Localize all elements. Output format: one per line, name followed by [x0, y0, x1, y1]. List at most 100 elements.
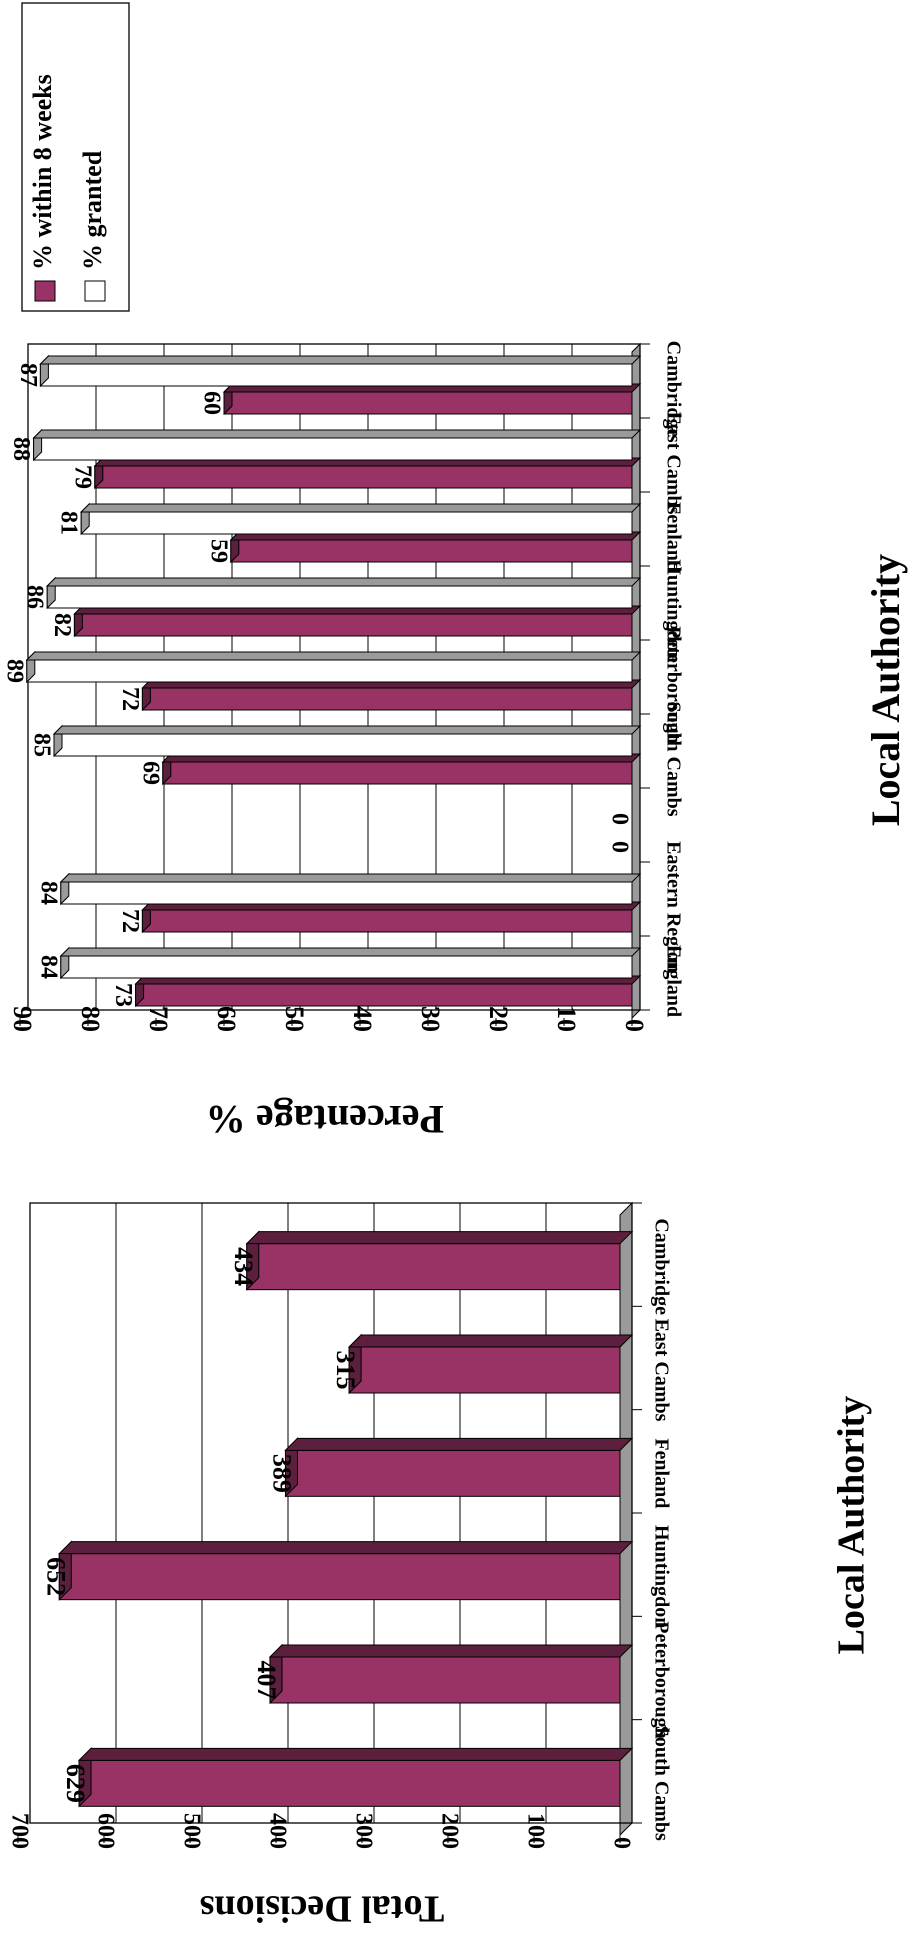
chart1-tick-label: 500 — [178, 1813, 204, 1849]
chart2-data-label: 0 — [606, 841, 632, 853]
chart2-data-label: 85 — [28, 733, 54, 757]
chart1-bar — [246, 1243, 621, 1291]
legend-swatch — [34, 280, 56, 302]
chart1-data-label: 315 — [331, 1351, 360, 1390]
chart2-category-label: East Cambs — [662, 412, 684, 515]
chart2-bar — [223, 391, 633, 415]
chart1-y-axis-title: Total Decisions — [200, 1887, 445, 1929]
chart2-bar — [141, 909, 633, 933]
chart2-bar — [33, 437, 633, 461]
chart1-bar — [58, 1553, 621, 1601]
chart2-tick-label: 10 — [552, 1006, 581, 1032]
chart2-tick-label: 0 — [620, 1019, 649, 1032]
chart1-category-label: South Cambs — [650, 1726, 672, 1841]
chart2-bar — [46, 585, 633, 609]
chart2-category-label: Huntingdon — [662, 559, 684, 662]
chart1-data-label: 389 — [267, 1454, 296, 1493]
chart2-data-label: 72 — [117, 687, 143, 711]
chart2-bar — [26, 659, 633, 683]
chart2-bar — [53, 733, 633, 757]
chart1-bar — [269, 1656, 621, 1704]
total-decisions-chart: 0 100 200 300 400 500 600 700 434 Cambridge 315 Eas… — [6, 1201, 873, 1929]
chart1-bar-side — [77, 1747, 634, 1761]
chart2-bar — [80, 511, 633, 535]
chart1-bar-side — [245, 1231, 634, 1245]
chart2-data-label: 69 — [137, 761, 163, 785]
chart2-data-label: 81 — [56, 511, 82, 535]
chart2-bar — [73, 613, 633, 637]
chart1-plot-frame — [29, 1202, 633, 1824]
chart2-bar — [60, 955, 633, 979]
chart2-tick-label: 80 — [76, 1006, 105, 1032]
chart2-category-label: England — [662, 945, 684, 1017]
chart1-data-label: 434 — [229, 1247, 258, 1286]
chart2-category-label: South Cambs — [662, 701, 684, 816]
chart1-data-label: 652 — [41, 1557, 70, 1596]
chart2-bar — [230, 539, 633, 563]
chart2-data-label: 84 — [35, 881, 61, 905]
chart2-bar-side — [45, 577, 642, 587]
legend-label: % within 8 weeks — [28, 74, 57, 270]
legend-swatch — [84, 280, 106, 302]
chart2-data-label: 89 — [1, 659, 27, 683]
percentage-chart: 0 10 20 30 40 50 60 70 80 90 60 87 Cambridge 79 88 East… — [1, 2, 908, 1142]
chart1-floor — [619, 1201, 633, 1837]
legend-label: % granted — [78, 150, 107, 270]
chart2-data-label: 88 — [8, 437, 34, 461]
chart2-category-label: Eastern Region — [662, 841, 684, 973]
chart1-bar — [78, 1759, 621, 1807]
chart1-x-axis-title: Local Authority — [831, 1396, 873, 1655]
chart1-tick-label: 600 — [92, 1813, 118, 1849]
chart2-y-axis-title: Percentage % — [206, 1097, 444, 1142]
chart2-bar-side — [25, 651, 642, 661]
chart1-bar-side — [268, 1644, 634, 1658]
chart2-tick-label: 70 — [144, 1006, 173, 1032]
chart2-data-label: 82 — [49, 613, 75, 637]
chart2-bar-side — [32, 429, 642, 439]
chart2-tick-label: 60 — [212, 1006, 241, 1032]
chart2-bar — [94, 465, 633, 489]
legend-box — [21, 2, 130, 312]
chart1-bar-side — [58, 1541, 634, 1555]
chart2-tick-label: 90 — [8, 1006, 37, 1032]
chart2-bar — [141, 687, 633, 711]
chart2-data-label: 60 — [198, 391, 224, 415]
chart1-category-label: Huntingdon — [650, 1525, 672, 1628]
chart2-bar — [135, 983, 633, 1007]
chart2-data-label: 84 — [35, 955, 61, 979]
chart2-category-label: Cambridge — [662, 341, 684, 438]
chart1-bar — [284, 1449, 621, 1497]
chart1-category-label: Peterborough — [650, 1621, 672, 1738]
chart2-tick-label: 20 — [484, 1006, 513, 1032]
chart2-data-label: 86 — [22, 585, 48, 609]
chart2-bar-side — [39, 355, 642, 365]
chart1-tick-label: 200 — [436, 1813, 462, 1849]
chart2-bar-side — [52, 725, 642, 735]
chart2-tick-label: 40 — [348, 1006, 377, 1032]
chart2-tick-label: 50 — [280, 1006, 309, 1032]
chart2-x-axis-title: Local Authority — [863, 554, 908, 826]
chart2-bar — [162, 761, 633, 785]
chart1-tick-label: 100 — [522, 1813, 548, 1849]
chart2-data-label: 87 — [15, 363, 41, 387]
chart1-tick-label: 300 — [350, 1813, 376, 1849]
chart1-tick-label: 0 — [608, 1837, 634, 1849]
chart2-tick-label: 30 — [416, 1006, 445, 1032]
chart1-bar — [348, 1346, 621, 1394]
chart1-data-label: 407 — [252, 1661, 281, 1700]
chart2-bar — [39, 363, 633, 387]
chart2-category-label: Fenland — [662, 502, 684, 572]
chart1-bar-side — [347, 1334, 634, 1348]
chart2-data-label: 59 — [205, 539, 231, 563]
chart2-bar-side — [59, 947, 642, 957]
chart2-category-label: Peterborough — [662, 626, 684, 743]
chart1-category-label: Cambridge — [650, 1218, 672, 1315]
chart1-tick-label: 400 — [264, 1813, 290, 1849]
chart2-data-label: 72 — [117, 909, 143, 933]
chart2-bar-side — [59, 873, 642, 883]
chart1-category-label: East Cambs — [650, 1319, 672, 1422]
chart1-data-label: 629 — [61, 1764, 90, 1803]
chart2-data-label: 73 — [110, 983, 136, 1007]
